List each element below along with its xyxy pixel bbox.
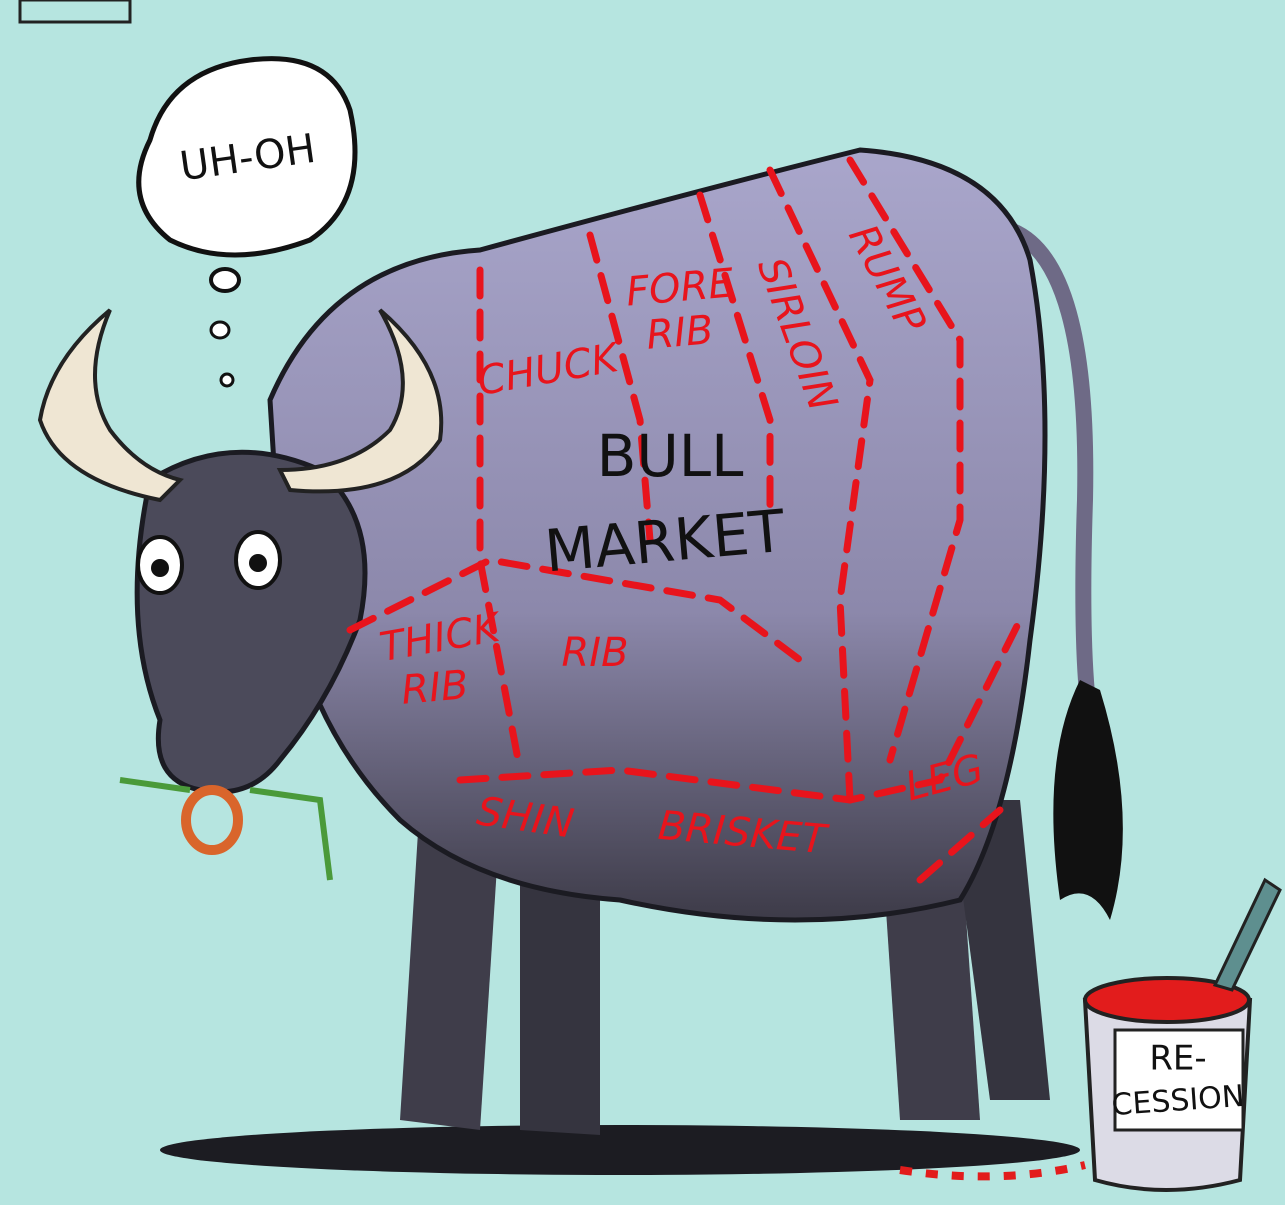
cut-label: RIB [561,630,628,676]
shadow [160,1125,1080,1175]
bubble-dot [211,269,239,291]
body-label: BULL [597,422,744,490]
cartoon: UH-OH CHUCK FORE RIB SIRLOIN RUMP THICK … [0,0,1285,1205]
bubble-dot [211,322,229,338]
cut-label: FORE [624,260,736,315]
page: UH-OH CHUCK FORE RIB SIRLOIN RUMP THICK … [0,0,1285,1205]
pupil [151,559,169,577]
cut-label: RIB [399,662,470,714]
pupil [249,554,267,572]
can-text: RE- [1149,1039,1206,1079]
cut-label: RIB [644,307,715,359]
bubble-dot [221,374,233,386]
